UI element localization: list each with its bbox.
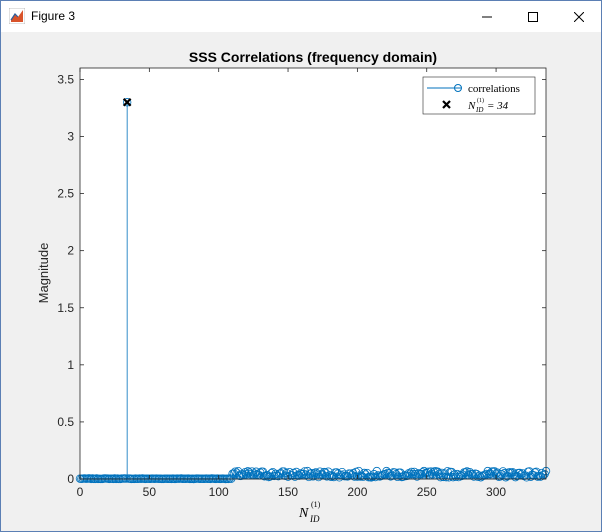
window-title: Figure 3 bbox=[31, 9, 76, 23]
minimize-icon bbox=[482, 16, 492, 17]
stem-marker bbox=[372, 466, 381, 476]
legend-entry-peak: N ID (1) = 34 bbox=[467, 97, 509, 114]
stem-marker bbox=[267, 468, 276, 478]
y-tick-label: 3 bbox=[67, 130, 74, 144]
stem-marker bbox=[447, 467, 456, 477]
svg-text:(1): (1) bbox=[477, 97, 484, 104]
stem-marker bbox=[318, 470, 327, 479]
svg-text:N: N bbox=[298, 506, 309, 521]
minimize-button[interactable] bbox=[464, 1, 510, 32]
title-bar[interactable]: Figure 3 bbox=[1, 1, 601, 32]
stem-marker bbox=[498, 467, 508, 476]
svg-text:ID: ID bbox=[309, 514, 320, 524]
legend-box bbox=[422, 76, 536, 115]
maximize-button[interactable] bbox=[510, 1, 556, 32]
stem-marker bbox=[354, 466, 363, 476]
svg-text:= 34: = 34 bbox=[487, 100, 509, 112]
stem-marker bbox=[423, 467, 433, 476]
stem-marker bbox=[408, 469, 418, 479]
x-tick-label: 0 bbox=[77, 485, 84, 499]
close-button[interactable] bbox=[556, 1, 601, 32]
legend-circle-icon bbox=[454, 84, 462, 92]
legend-x-marker-icon bbox=[442, 100, 451, 109]
x-tick-label: 200 bbox=[347, 485, 367, 499]
x-tick-label: 50 bbox=[143, 485, 157, 499]
stem-marker bbox=[122, 98, 132, 107]
y-tick-label: 1.5 bbox=[57, 301, 74, 315]
matlab-figure-icon bbox=[9, 8, 25, 24]
svg-text:(1): (1) bbox=[311, 500, 321, 509]
y-tick-label: 3.5 bbox=[57, 72, 74, 86]
y-tick-label: 0 bbox=[67, 472, 74, 486]
svg-text:N: N bbox=[467, 100, 476, 112]
legend-entry-correlations: correlations bbox=[468, 83, 520, 95]
axes-background bbox=[80, 68, 546, 479]
svg-text:ID: ID bbox=[475, 106, 483, 114]
stem-marker bbox=[346, 469, 355, 478]
x-tick-label: 300 bbox=[486, 485, 506, 499]
stem-marker bbox=[532, 467, 541, 476]
close-icon bbox=[574, 11, 584, 22]
stem-marker bbox=[276, 469, 286, 478]
y-tick-label: 1 bbox=[67, 358, 74, 372]
x-tick-label: 100 bbox=[209, 485, 229, 499]
legend: correlations N ID (1) = 34 bbox=[422, 76, 536, 115]
y-tick-label: 2 bbox=[67, 244, 74, 258]
stem-marker bbox=[515, 468, 524, 478]
figure-canvas: 0 50 100 150 200 250 300 0 0.5 1 1.5 2 2.5 3 3.5 SSS C… bbox=[1, 32, 601, 531]
axes-box bbox=[79, 67, 547, 480]
stem-marker bbox=[382, 466, 391, 476]
x-tick-label: 250 bbox=[417, 485, 437, 499]
maximize-icon bbox=[528, 11, 538, 22]
stem-marker bbox=[419, 466, 429, 476]
x-tick-label: 150 bbox=[278, 485, 298, 499]
ticks: 0 50 100 150 200 250 300 0 0.5 1 1.5 2 2.5 3 3.5 bbox=[57, 68, 546, 499]
stem-marker bbox=[390, 468, 400, 477]
y-axis-label: Magnitude bbox=[36, 243, 51, 304]
stem-marker bbox=[393, 472, 402, 482]
stem-marker bbox=[407, 467, 416, 477]
y-tick-label: 2.5 bbox=[57, 187, 74, 201]
stem-marker bbox=[450, 470, 459, 479]
y-tick-label: 0.5 bbox=[57, 415, 74, 429]
peak-x-marker bbox=[122, 97, 132, 107]
chart-title: SSS Correlations (frequency domain) bbox=[189, 49, 437, 65]
chart: 0 50 100 150 200 250 300 0 0.5 1 1.5 2 2.5 3 3.5 SSS C… bbox=[36, 49, 551, 524]
stem-marker bbox=[121, 474, 130, 483]
x-axis-label: N ID (1) bbox=[298, 500, 321, 524]
